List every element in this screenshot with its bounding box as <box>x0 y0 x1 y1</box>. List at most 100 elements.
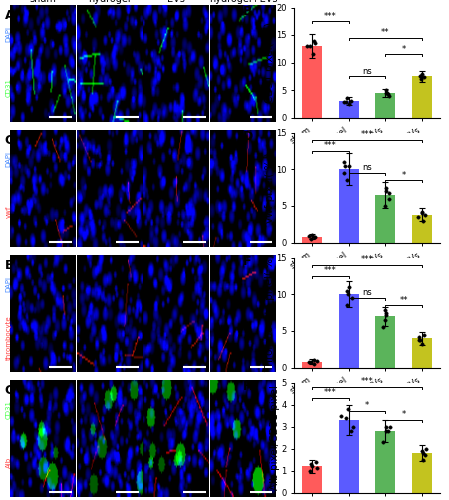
Point <box>311 40 318 48</box>
Text: Alb: Alb <box>5 456 12 468</box>
Text: ns: ns <box>362 163 372 172</box>
Bar <box>302 362 322 368</box>
Title: hydrogel: hydrogel <box>88 0 131 4</box>
Title: hydrogel+EVs: hydrogel+EVs <box>209 0 277 4</box>
Point <box>384 90 391 98</box>
Text: H: H <box>243 380 253 394</box>
Point <box>343 286 351 294</box>
Y-axis label: Thrombocyte pixel( %): Thrombocyte pixel( %) <box>264 254 275 372</box>
Text: F: F <box>243 256 251 268</box>
Text: *: * <box>401 44 405 54</box>
Point <box>382 316 389 324</box>
Point <box>385 188 392 196</box>
Point <box>385 92 392 100</box>
Point <box>311 234 318 241</box>
Text: **: ** <box>399 296 408 304</box>
Bar <box>339 101 359 117</box>
Point <box>381 202 388 210</box>
Point <box>313 464 321 472</box>
Point <box>384 427 391 435</box>
Point <box>417 75 424 83</box>
Point <box>420 330 427 338</box>
Point <box>344 94 351 102</box>
Bar <box>375 431 395 492</box>
Bar <box>412 338 432 368</box>
Point <box>422 444 429 452</box>
Point <box>348 427 355 435</box>
Point <box>344 405 352 413</box>
Point <box>418 70 426 78</box>
Text: ***: *** <box>361 255 374 264</box>
Point <box>382 187 389 195</box>
Point <box>340 169 348 177</box>
Point <box>347 97 354 105</box>
Point <box>343 176 351 184</box>
Point <box>310 356 317 364</box>
Point <box>346 100 353 108</box>
Point <box>417 72 424 80</box>
Title: EVs: EVs <box>167 0 185 4</box>
Text: DAPI: DAPI <box>5 26 12 42</box>
Point <box>422 210 429 218</box>
Text: ns: ns <box>362 288 372 297</box>
Point <box>379 438 387 446</box>
Text: *: * <box>365 402 369 410</box>
Bar <box>412 214 432 242</box>
Point <box>306 232 313 240</box>
Text: CD31: CD31 <box>5 400 12 419</box>
Point <box>414 213 422 221</box>
Point <box>308 358 315 366</box>
Point <box>343 98 350 106</box>
Point <box>418 72 425 80</box>
Point <box>422 451 429 459</box>
Bar <box>412 453 432 492</box>
Point <box>385 194 392 202</box>
Point <box>338 412 345 420</box>
Point <box>345 162 352 170</box>
Point <box>415 332 423 340</box>
Point <box>382 184 389 192</box>
Text: vwf: vwf <box>5 206 12 218</box>
Point <box>419 456 426 464</box>
Y-axis label: CD31 pixel( % ): CD31 pixel( % ) <box>264 22 275 103</box>
Bar <box>339 420 359 492</box>
Point <box>344 290 352 298</box>
Bar <box>412 76 432 118</box>
Point <box>342 414 349 422</box>
Point <box>382 89 389 97</box>
Point <box>312 232 319 240</box>
Point <box>418 340 426 348</box>
Text: *: * <box>401 410 405 419</box>
Point <box>419 449 427 457</box>
Point <box>340 98 348 106</box>
Point <box>312 458 319 466</box>
Bar <box>302 236 322 242</box>
Point <box>308 462 316 470</box>
Title: sham: sham <box>29 0 56 4</box>
Point <box>308 231 315 239</box>
Point <box>305 358 313 366</box>
Point <box>386 422 393 430</box>
Point <box>383 308 390 316</box>
Point <box>383 310 390 318</box>
Text: E: E <box>4 258 13 272</box>
Bar <box>302 466 322 492</box>
Text: D: D <box>243 130 253 143</box>
Bar <box>339 169 359 242</box>
Point <box>418 446 426 454</box>
Point <box>308 460 315 468</box>
Point <box>379 323 387 331</box>
Text: ns: ns <box>362 66 372 76</box>
Point <box>313 357 320 365</box>
Text: DAPI: DAPI <box>5 276 12 292</box>
Text: *: * <box>401 170 405 179</box>
Text: ***: *** <box>324 388 337 397</box>
Y-axis label: vwf pixel( % ): vwf pixel( % ) <box>264 152 275 223</box>
Point <box>345 283 352 291</box>
Bar <box>339 294 359 368</box>
Point <box>419 208 426 216</box>
Text: ***: *** <box>361 130 374 139</box>
Text: **: ** <box>381 28 390 37</box>
Point <box>304 42 311 50</box>
Point <box>310 360 317 368</box>
